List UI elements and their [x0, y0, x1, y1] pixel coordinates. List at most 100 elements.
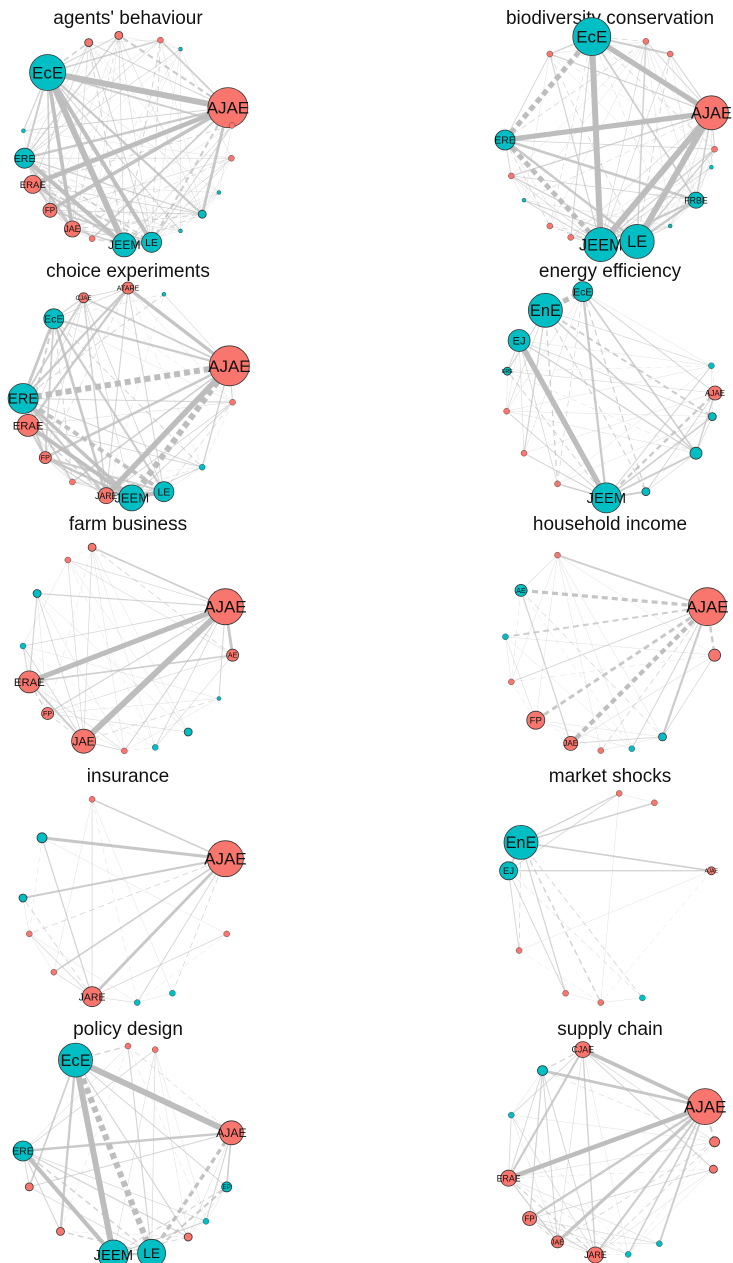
node-label: EP	[222, 1184, 230, 1191]
network-panel: energy efficiencyEnEEcEEJJEEMAJAEERE	[502, 261, 725, 513]
edge-layer	[509, 793, 712, 1002]
network-edge	[632, 607, 708, 749]
network-node	[643, 38, 649, 44]
network-node	[598, 748, 604, 754]
network-edge	[646, 393, 715, 492]
network-node	[69, 479, 75, 485]
network-edge	[524, 54, 550, 200]
node-label: EcE	[32, 64, 63, 83]
network-edge	[571, 607, 708, 744]
network-edge	[29, 594, 37, 682]
node-label: EnE	[506, 834, 537, 852]
node-label: JARE	[79, 991, 106, 1003]
network-edge	[670, 149, 714, 226]
panel-title: biodiversity conservation	[506, 8, 714, 29]
node-label: JAE	[64, 224, 80, 234]
panel-title: energy efficiency	[539, 261, 682, 282]
network-node	[25, 1183, 33, 1191]
network-edge	[152, 1050, 156, 1254]
network-edge	[128, 288, 233, 402]
network-node	[37, 833, 47, 843]
network-edge	[511, 655, 714, 682]
network-edge	[128, 288, 164, 492]
node-label: JEEM	[587, 491, 626, 507]
node-label: AJAE	[216, 1126, 246, 1140]
network-edge	[42, 838, 225, 859]
network-node	[690, 447, 702, 459]
network-edge	[511, 1071, 542, 1116]
network-edge	[521, 555, 558, 590]
node-label: ATARE	[117, 285, 140, 293]
network-panel: insuranceAJAEJARE	[19, 766, 247, 1007]
network-edge	[92, 547, 155, 747]
panel-title: supply chain	[557, 1019, 663, 1040]
network-edge	[571, 655, 715, 743]
network-node	[57, 1227, 65, 1235]
node-label: EJ	[503, 866, 514, 877]
network-node	[598, 1000, 604, 1006]
network-edge	[601, 998, 643, 1003]
network-node	[89, 236, 95, 242]
network-node	[152, 1047, 158, 1053]
network-edge	[595, 1169, 713, 1255]
network-node	[203, 1218, 209, 1224]
network-node	[547, 51, 553, 57]
network-node	[157, 37, 163, 43]
network-node	[568, 234, 574, 240]
network-edge	[507, 371, 508, 411]
network-node	[712, 146, 718, 152]
network-edge	[509, 1178, 558, 1242]
network-edge	[558, 292, 583, 484]
network-edge	[505, 140, 637, 241]
node-label: ERAE	[20, 180, 46, 191]
panel-title: choice experiments	[46, 261, 210, 282]
network-panel: farm businessAJAEAEERAEFPJAE	[14, 514, 247, 754]
network-node	[199, 464, 205, 470]
node-label: ERE	[502, 369, 513, 375]
network-node	[629, 746, 635, 752]
network-edge	[89, 43, 125, 245]
network-node	[20, 643, 26, 649]
network-edge	[601, 607, 708, 751]
network-edge	[505, 54, 550, 140]
node-label: ERAE	[13, 420, 44, 432]
network-node	[625, 1251, 631, 1257]
node-label: LE	[145, 237, 158, 249]
network-node	[555, 481, 561, 487]
node-label: ERE	[494, 135, 516, 147]
network-edge	[164, 402, 233, 492]
network-panel: supply chainAJAECJAEERAEFPJAEJARE	[497, 1019, 727, 1263]
network-node	[616, 790, 622, 796]
network-panel: household income AJAE FP JAE AE	[502, 514, 728, 754]
network-panel: choice experimentsEcEAJAEEREERAEFPJAREJE…	[8, 261, 251, 511]
network-node	[516, 948, 522, 954]
network-edge	[511, 607, 707, 682]
node-label: ERAE	[14, 677, 45, 689]
node-label: ERE	[12, 1146, 34, 1158]
network-edge	[558, 366, 712, 484]
node-label: ERE	[14, 153, 36, 165]
network-node	[228, 155, 234, 161]
node-label: LE	[627, 233, 647, 251]
network-edge	[92, 799, 172, 993]
network-edge	[521, 842, 711, 870]
network-edge	[519, 341, 696, 454]
node-label: EJ	[513, 336, 526, 348]
node-label: FP	[530, 716, 542, 727]
network-edge	[505, 637, 511, 682]
network-edge	[558, 555, 632, 749]
network-edge	[519, 341, 712, 417]
network-edge	[84, 547, 93, 741]
network-panel: biodiversity conservationEcEAJAEEREJEEM L…	[494, 8, 732, 262]
network-edge	[23, 288, 128, 399]
network-edge	[601, 871, 712, 1003]
network-edge	[124, 699, 219, 751]
node-label: LE	[157, 486, 170, 498]
network-edge	[206, 1187, 227, 1221]
edge-layer	[509, 1050, 715, 1255]
network-edge	[23, 1151, 113, 1255]
network-node	[659, 733, 667, 741]
network-edge	[42, 838, 92, 997]
network-edge	[566, 993, 601, 1002]
network-edge	[509, 1115, 512, 1178]
